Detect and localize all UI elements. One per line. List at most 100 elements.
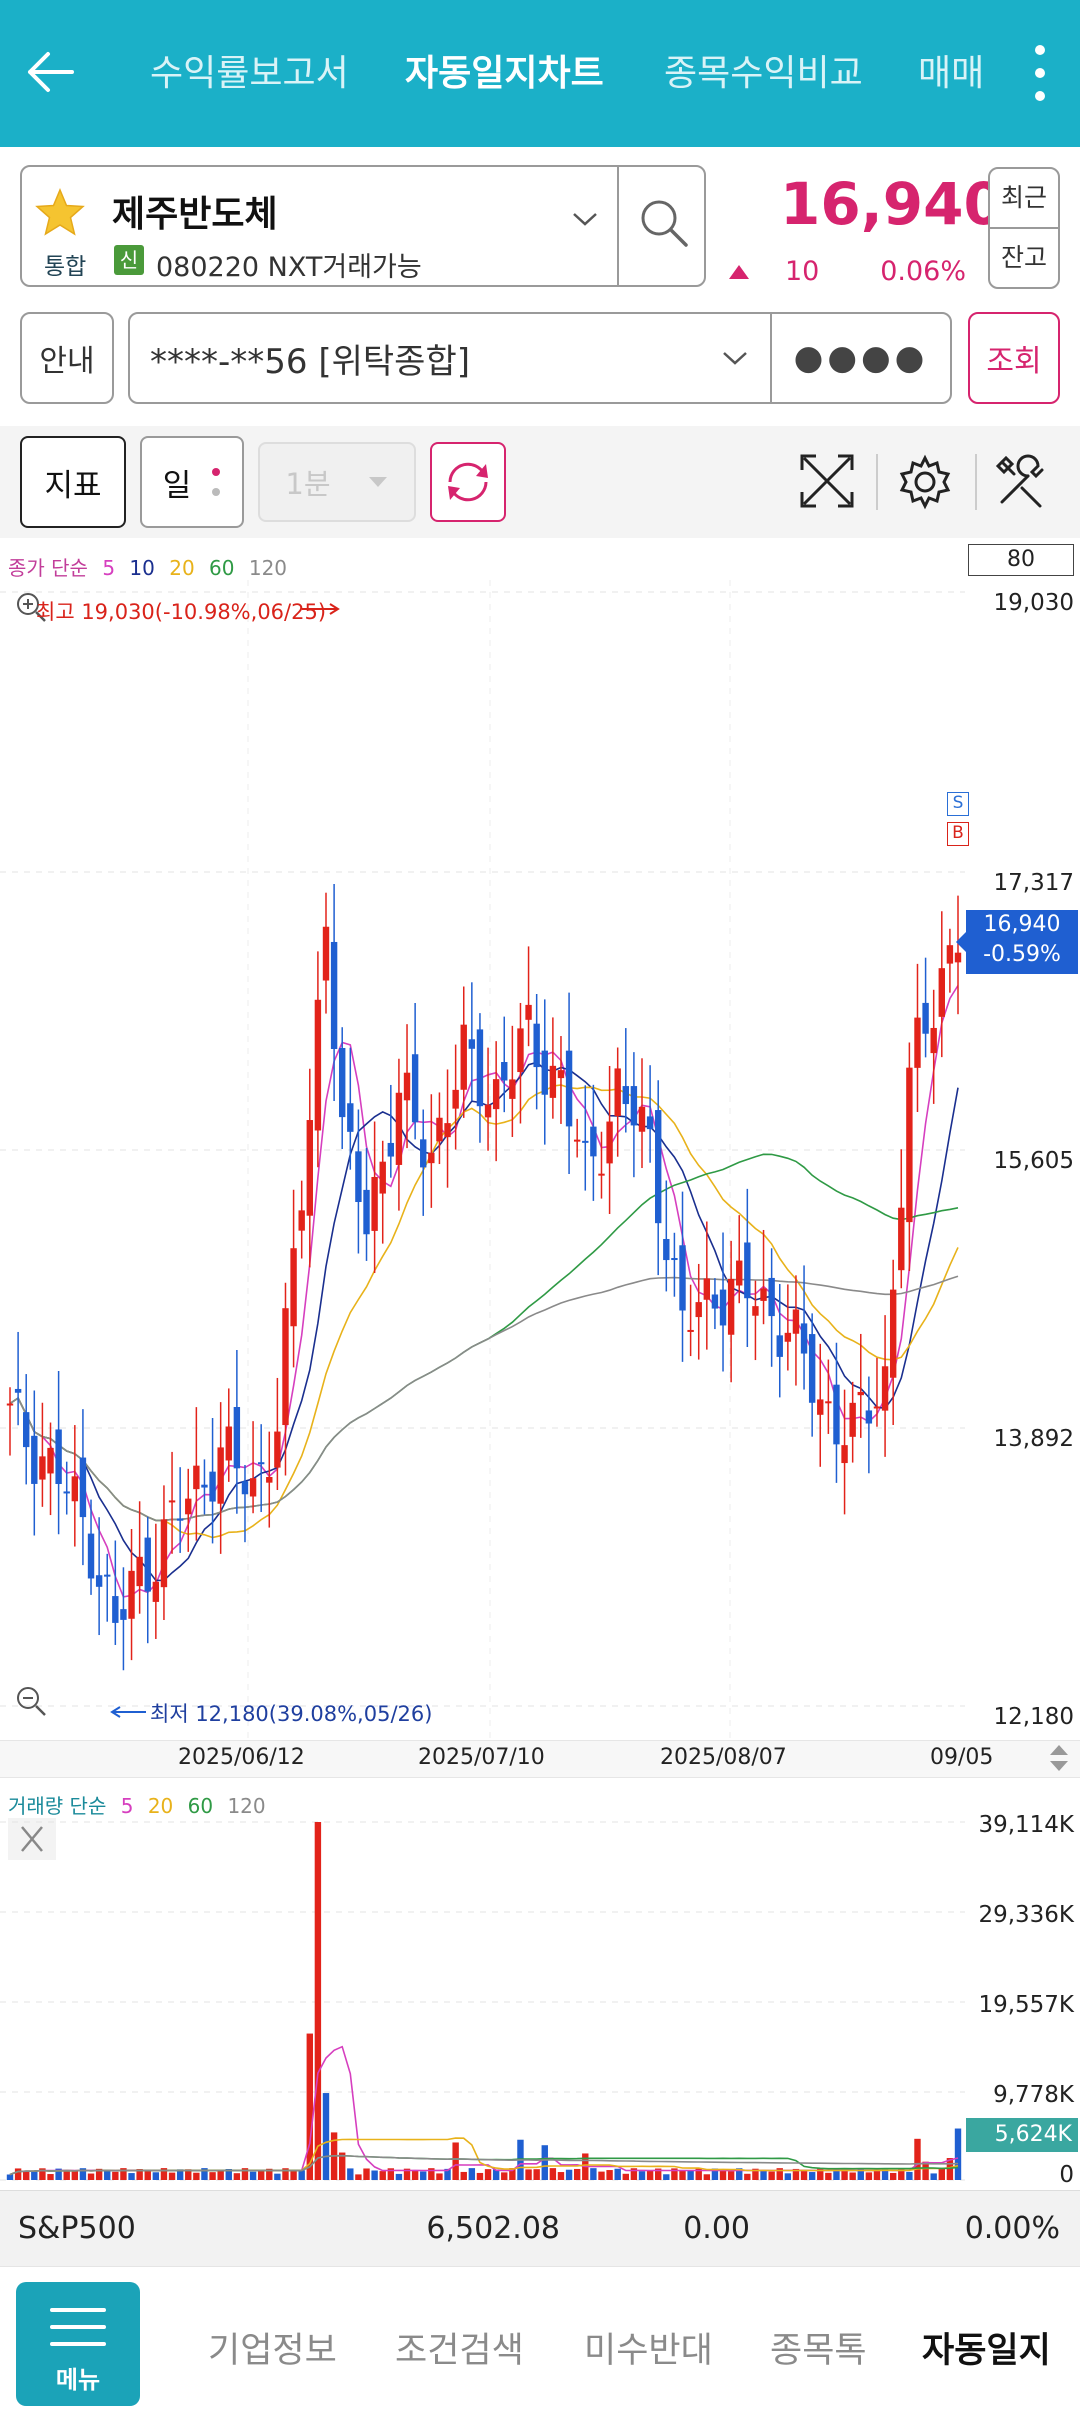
nav-margin-counter[interactable]: 미수반대 [584,2331,713,2371]
x-tick-label: 09/05 [930,1745,994,1770]
candle-body [719,1289,727,1326]
volume-chart-plot[interactable] [0,1780,965,2190]
volume-bar [760,2170,767,2180]
interval-select[interactable]: 1분 [258,442,416,522]
stock-selector[interactable]: 제주반도체 통합 신 080220 NXT거래가능 [20,165,706,287]
nav-stock-talk[interactable]: 종목톡 [770,2331,867,2371]
volume-bar [112,2171,119,2180]
balance-button[interactable]: 잔고 [1000,243,1047,272]
fullscreen-icon[interactable] [798,452,856,510]
volume-bar [452,2142,459,2180]
candle-body [833,1384,840,1445]
candle-body [168,1500,176,1503]
legend-ma60: 60 [209,556,235,580]
volume-legend-ma5: 5 [120,1794,134,1818]
volume-bar [849,2172,856,2180]
account-value: ****-**56 [위탁종합] [150,341,470,382]
volume-bar [428,2168,435,2180]
volume-bar [168,2172,176,2180]
y-tick-label: 12,180 [993,1704,1074,1730]
buy-marker[interactable]: B [947,822,969,846]
refresh-button[interactable] [430,442,506,522]
zoom-in-icon[interactable] [14,590,48,624]
ticker-value: 6,502.08 [426,2211,560,2246]
volume-bar [565,2169,573,2180]
password-field[interactable]: ●●●● [793,338,929,378]
volume-bar [930,2173,937,2180]
volume-bar [444,2168,451,2180]
volume-bar [403,2168,411,2180]
recent-button[interactable]: 최근 [1000,183,1047,212]
sell-marker[interactable]: S [947,792,969,816]
favorite-star-icon[interactable] [34,187,86,239]
volume-bar [249,2171,257,2180]
volume-bar [492,2169,500,2180]
index-ticker[interactable]: S&P500 6,502.08 0.00 0.00% [0,2190,1080,2267]
guide-button[interactable]: 안내 [20,312,114,404]
volume-bar [314,1822,322,2180]
nav-auto-journal[interactable]: 자동일지 [922,2331,1051,2371]
chevron-down-icon[interactable] [720,348,750,368]
volume-bar [152,2172,160,2180]
back-arrow-icon[interactable] [20,42,80,102]
candle-body [703,1278,711,1300]
candle-body [889,1289,897,1378]
volume-bar [176,2169,184,2180]
tab-trade[interactable]: 매매 [918,53,985,94]
tab-return-report[interactable]: 수익률보고서 [150,53,349,94]
candle-body [606,1121,613,1164]
tools-icon[interactable] [992,452,1052,512]
indicator-button[interactable]: 지표 [20,436,126,528]
candle-body [128,1570,135,1619]
volume-bar [922,2161,929,2180]
ma-line [9,1153,959,1522]
nav-condition-search[interactable]: 조건검색 [395,2331,524,2371]
volume-bar [614,2168,621,2180]
candle-body [736,1260,743,1286]
candle-body [322,926,330,981]
query-button[interactable]: 조회 [968,312,1060,404]
triangle-up-icon [727,263,751,281]
period-button[interactable]: 일 [140,436,244,528]
volume-bar [906,2171,913,2180]
candle-body [339,1047,346,1118]
tab-auto-journal-chart[interactable]: 자동일지차트 [405,53,604,94]
volume-bar [201,2168,208,2180]
volume-bar [792,2168,800,2180]
volume-legend-ma20: 20 [147,1794,174,1818]
price-chart-plot[interactable] [0,580,965,1740]
chevron-down-icon[interactable] [570,209,600,229]
search-icon[interactable] [636,195,692,251]
volume-bar [185,2169,192,2180]
candle-body [873,1406,881,1409]
volume-bar [703,2174,711,2180]
nav-company-info[interactable]: 기업정보 [208,2331,337,2371]
volume-bar [509,2168,516,2180]
candle-body [330,941,338,1050]
candle-body [898,1207,905,1271]
candle-body [55,1429,62,1484]
volume-bar [881,2169,889,2180]
gear-icon[interactable] [895,452,955,512]
zoom-out-icon[interactable] [14,1684,48,1718]
volume-bar [954,2128,962,2180]
period-dots-icon [212,468,221,496]
current-price-tag-change: -0.59% [983,942,1061,967]
candle-body [112,1596,119,1623]
candle-body [784,1332,792,1342]
market-badge: 통합 [44,254,87,280]
volume-bar [687,2170,694,2180]
candle-count-box[interactable]: 80 [968,544,1074,576]
account-selector[interactable]: ****-**56 [위탁종합] ●●●● [128,312,952,404]
candle-body [841,1445,848,1464]
candle-body [428,1152,435,1164]
more-vertical-icon[interactable] [1030,40,1050,106]
candle-body [14,1388,22,1393]
volume-bar [298,2170,305,2180]
menu-button[interactable]: 메뉴 [16,2282,140,2406]
close-icon[interactable] [8,1818,56,1860]
volume-bar [752,2168,759,2180]
resize-updown-icon[interactable] [1046,1742,1072,1774]
recent-balance-toggle[interactable]: 최근 잔고 [988,167,1060,289]
tab-stock-return-compare[interactable]: 종목수익비교 [664,53,863,94]
